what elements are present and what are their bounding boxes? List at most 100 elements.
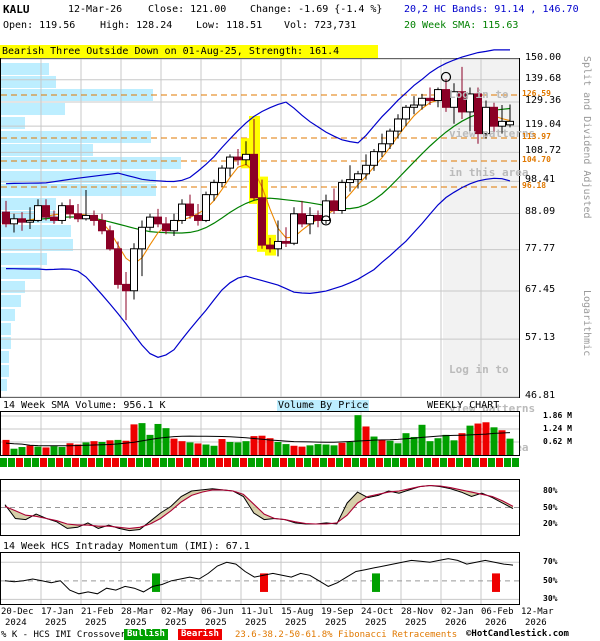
volume-bar [186, 442, 194, 455]
candle-body [210, 182, 218, 196]
candle-body [338, 182, 346, 212]
volume-bar [346, 441, 354, 455]
volume-bar [90, 441, 98, 455]
candle-body [386, 130, 394, 145]
volume-bar [178, 441, 186, 455]
crossover-cell [112, 458, 119, 467]
date-tick-day: 06-Jun [201, 607, 234, 617]
crossover-cell [192, 458, 199, 467]
candle-body [434, 89, 442, 102]
candle-body [218, 167, 226, 184]
candle-body [34, 205, 42, 221]
crossover-cell [224, 458, 231, 467]
candle-body [114, 248, 122, 285]
volume-bar [10, 448, 18, 455]
candle-body [410, 104, 418, 108]
vbp-row [1, 379, 7, 391]
hc-bands-lines [5, 49, 511, 358]
price-tick-label: 98.41 [525, 174, 556, 186]
date-tick-day: 28-Nov [401, 607, 434, 617]
crossover-cell [216, 458, 223, 467]
price-tick-label: 108.72 [525, 145, 562, 157]
stochastic-panel[interactable] [0, 479, 520, 536]
price-chart-panel[interactable] [0, 49, 520, 398]
volume-panel[interactable] [0, 411, 520, 456]
crossover-cell [208, 458, 215, 467]
crossover-cell [456, 458, 463, 467]
date-tick-day: 21-Feb [81, 607, 114, 617]
crossover-cell [264, 458, 271, 467]
vbp-row [1, 117, 25, 129]
date-tick-year: 2025 [285, 618, 307, 628]
price-tick-label: 129.36 [525, 94, 562, 106]
candle-body [346, 179, 354, 184]
quote-date: 12-Mar-26 [68, 4, 123, 15]
crossover-cell [72, 458, 79, 467]
volume-bar [266, 438, 274, 455]
crossover-cell [136, 458, 143, 467]
volume-bar [418, 424, 426, 455]
volume-bars [2, 415, 514, 455]
date-tick-day: 06-Feb [481, 607, 514, 617]
vbp-row [1, 157, 181, 169]
date-tick-day: 28-Mar [121, 607, 154, 617]
volume-bar [194, 443, 202, 455]
volume-bar [18, 447, 26, 455]
imi-gridlines [1, 553, 519, 604]
volume-bar [298, 446, 306, 455]
date-tick-year: 2025 [205, 618, 227, 628]
volume-bar [106, 440, 114, 455]
crossover-cell [376, 458, 383, 467]
crossover-cell [144, 458, 151, 467]
vbp-row [1, 131, 151, 143]
candle-body [178, 203, 186, 221]
candle-body [426, 97, 434, 102]
stochastic-lines [4, 484, 514, 532]
price-gridlines [1, 58, 519, 398]
candle-body [258, 197, 266, 246]
crossover-cell [320, 458, 327, 467]
vbp-row [1, 184, 156, 196]
imi-signal-bars [152, 573, 500, 592]
vbp-row [1, 171, 156, 183]
date-tick-year: 2025 [125, 618, 147, 628]
crossover-cell [88, 458, 95, 467]
fibonacci-level-label: 113.97 [522, 132, 551, 141]
pattern-marker [440, 71, 452, 83]
crossover-cell [416, 458, 423, 467]
crossover-cell [296, 458, 303, 467]
date-tick-day: 20-Dec [1, 607, 34, 617]
volume-bar [154, 423, 162, 455]
crossover-cell [160, 458, 167, 467]
imi-signal-bar [260, 573, 268, 592]
crossover-cell [232, 458, 239, 467]
crossover-cell [448, 458, 455, 467]
crossover-cell [512, 458, 519, 467]
pattern-markers [320, 71, 452, 226]
date-tick-year: 2026 [445, 618, 467, 628]
crossover-cell [432, 458, 439, 467]
crossover-cell [240, 458, 247, 467]
candle-body [282, 240, 290, 244]
crossover-cell [480, 458, 487, 467]
candle-body [42, 205, 50, 218]
hc-band-upper [5, 49, 510, 185]
candle-body [50, 216, 58, 221]
volume-sma-path [5, 432, 511, 447]
volume-bar [2, 439, 10, 455]
volume-bar [50, 446, 58, 455]
weekly-chart-label: WEEKLY CHART [427, 400, 500, 411]
vbp-row [1, 144, 93, 156]
crossover-cell [40, 458, 47, 467]
date-tick-year: 2025 [85, 618, 107, 628]
symbol-label: KALU [3, 3, 30, 16]
candle-body [498, 120, 506, 127]
date-tick-day: 15-Aug [281, 607, 314, 617]
crossover-cell [248, 458, 255, 467]
volume-bar [258, 435, 266, 455]
volume-bar [434, 438, 442, 455]
crossover-cell [440, 458, 447, 467]
imi-panel[interactable] [0, 552, 520, 605]
date-tick-day: 02-May [161, 607, 194, 617]
